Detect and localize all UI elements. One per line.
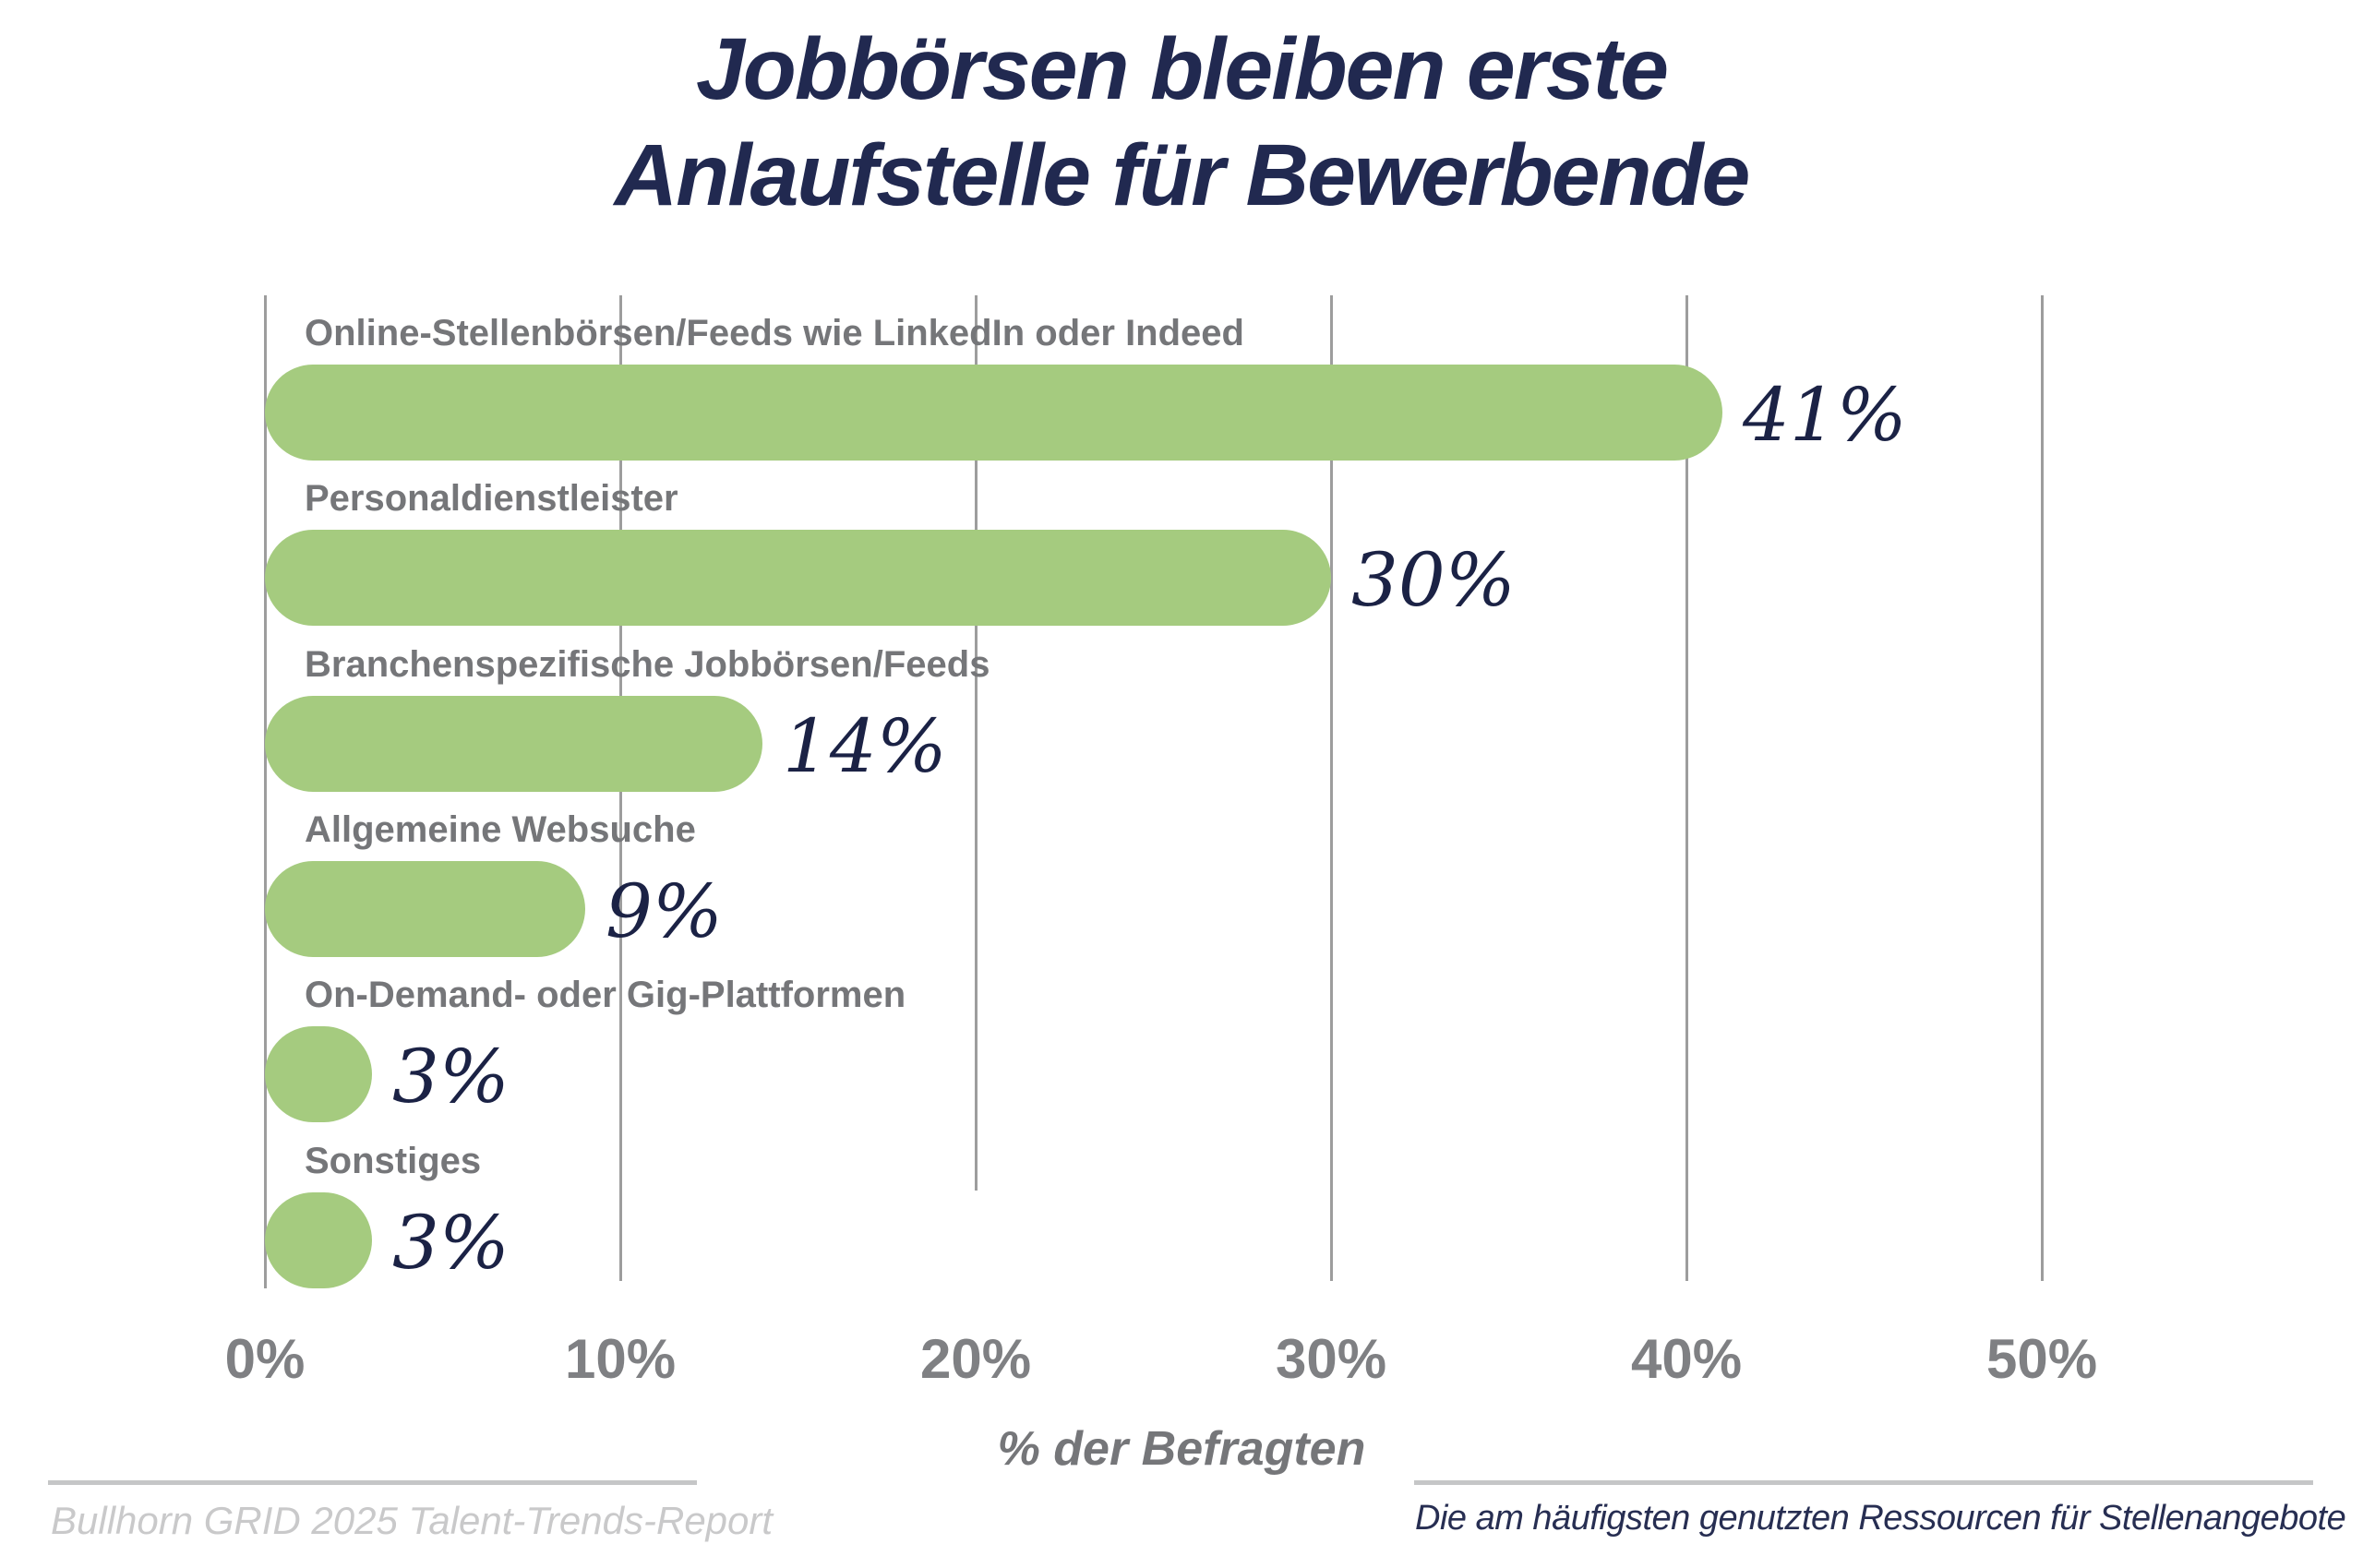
footer-divider-left (48, 1480, 697, 1485)
bar (265, 1192, 372, 1288)
bar (265, 696, 762, 792)
bar-value-label: 14% (783, 703, 947, 789)
x-tick-label: 20% (919, 1328, 1032, 1390)
gridline-0% (264, 295, 267, 1288)
bar-category-label: Allgemeine Websuche (305, 809, 696, 850)
x-tick-label: 0% (224, 1328, 306, 1390)
gridline-30% (1330, 295, 1333, 1281)
bar-value-label: 30% (1351, 537, 1516, 623)
gridline-50% (2041, 295, 2044, 1281)
gridline-20% (975, 295, 978, 1191)
chart-title-line2: Anlaufstelle für Bewerbende (614, 126, 1751, 224)
footer-divider-right (1414, 1480, 2313, 1485)
bar (265, 861, 585, 957)
chart-caption: Die am häufigsten genutzten Ressourcen f… (1415, 1499, 2346, 1538)
x-tick-label: 50% (1985, 1328, 2098, 1390)
bar (265, 530, 1331, 626)
chart-title-line1: Jobbörsen bleiben erste (695, 20, 1669, 118)
bar-category-label: Personaldienstleister (305, 478, 678, 519)
bar-category-label: Sonstiges (305, 1141, 482, 1181)
bar (265, 365, 1722, 461)
bar-category-label: On-Demand- oder Gig-Plattformen (305, 975, 906, 1015)
bar-category-label: Branchenspezifische Jobbörsen/Feeds (305, 644, 990, 685)
chart-title: Jobbörsen bleiben erste Anlaufstelle für… (0, 17, 2363, 229)
x-axis-title: % der Befragten (997, 1422, 1366, 1476)
bar-category-label: Online-Stellenbörsen/Feeds wie LinkedIn … (305, 313, 1244, 353)
bar-value-label: 3% (392, 1034, 510, 1119)
bar-value-label: 3% (392, 1200, 510, 1286)
x-tick-label: 10% (564, 1328, 677, 1390)
bar-value-label: 41% (1743, 372, 1907, 458)
gridline-40% (1685, 295, 1688, 1281)
source-attribution: Bullhorn GRID 2025 Talent-Trends-Report (51, 1499, 774, 1542)
bar-value-label: 9% (606, 868, 723, 954)
x-tick-label: 30% (1275, 1328, 1387, 1390)
x-tick-label: 40% (1630, 1328, 1743, 1390)
bar (265, 1026, 372, 1122)
